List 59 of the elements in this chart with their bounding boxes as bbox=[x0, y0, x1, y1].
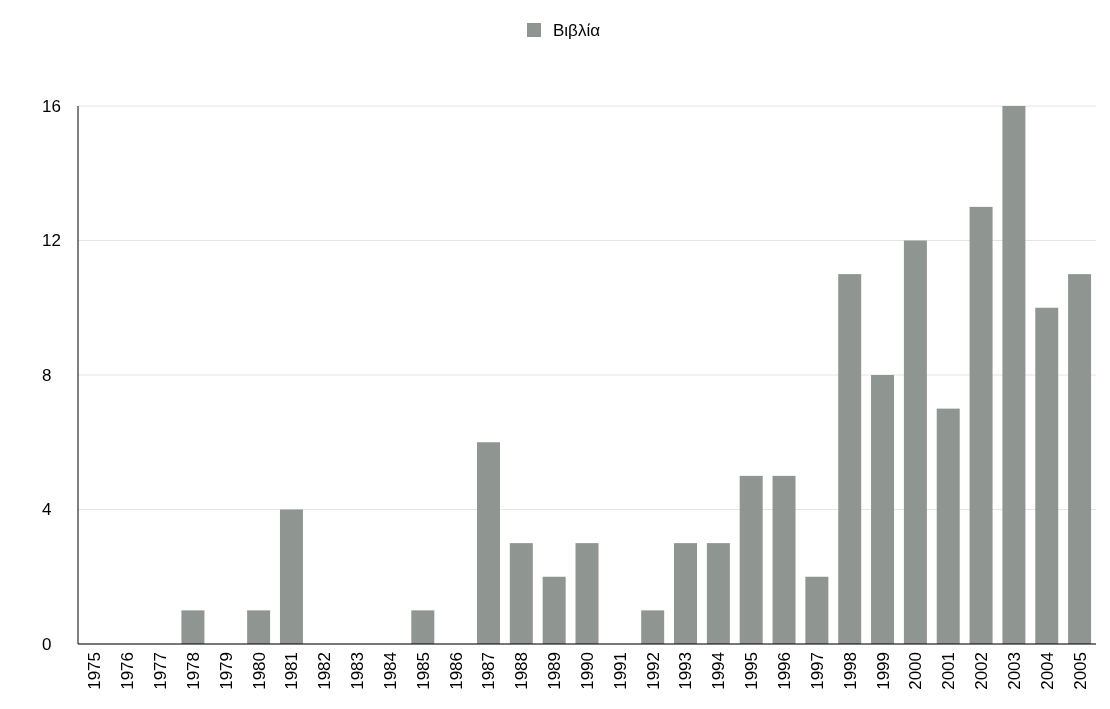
x-tick-label: 1982 bbox=[315, 652, 335, 690]
bar bbox=[181, 610, 205, 644]
x-tick-label: 2000 bbox=[906, 652, 926, 690]
x-tick-label: 1978 bbox=[183, 652, 203, 690]
y-tick-label: 16 bbox=[42, 96, 61, 116]
bar bbox=[903, 240, 927, 644]
x-tick-label: 1985 bbox=[413, 652, 433, 690]
x-tick-label: 1981 bbox=[282, 652, 302, 690]
bar bbox=[706, 543, 730, 644]
x-tick-label: 1993 bbox=[676, 652, 696, 690]
x-tick-label: 1997 bbox=[807, 652, 827, 690]
bar bbox=[1002, 106, 1026, 644]
bar bbox=[1068, 274, 1092, 644]
x-tick-label: 1989 bbox=[545, 652, 565, 690]
y-tick-label: 8 bbox=[42, 365, 52, 385]
bar bbox=[509, 543, 533, 644]
bar bbox=[411, 610, 435, 644]
x-tick-label: 1999 bbox=[873, 652, 893, 690]
bar bbox=[772, 475, 796, 644]
bar bbox=[936, 408, 960, 644]
x-tick-label: 1990 bbox=[577, 652, 597, 690]
x-tick-label: 2002 bbox=[972, 652, 992, 690]
x-tick-label: 1995 bbox=[742, 652, 762, 690]
x-tick-label: 1991 bbox=[610, 652, 630, 690]
x-tick-label: 1979 bbox=[216, 652, 236, 690]
bar bbox=[641, 610, 665, 644]
x-tick-label: 2001 bbox=[939, 652, 959, 690]
bar bbox=[674, 543, 698, 644]
legend-label: Βιβλία bbox=[553, 20, 601, 40]
bar bbox=[969, 206, 993, 644]
x-tick-label: 1987 bbox=[479, 652, 499, 690]
x-tick-label: 1975 bbox=[85, 652, 105, 690]
bar bbox=[575, 543, 599, 644]
x-tick-label: 1992 bbox=[643, 652, 663, 690]
x-tick-label: 2005 bbox=[1070, 652, 1090, 690]
bar bbox=[805, 576, 829, 644]
x-tick-label: 1977 bbox=[151, 652, 171, 690]
bar bbox=[247, 610, 271, 644]
bar bbox=[871, 375, 895, 644]
bar bbox=[542, 576, 566, 644]
y-tick-label: 12 bbox=[42, 231, 61, 251]
bar bbox=[279, 509, 303, 644]
x-tick-label: 1996 bbox=[774, 652, 794, 690]
bar bbox=[838, 274, 862, 644]
x-tick-label: 1984 bbox=[380, 652, 400, 690]
x-tick-label: 1980 bbox=[249, 652, 269, 690]
x-tick-label: 2004 bbox=[1037, 652, 1057, 690]
y-tick-label: 4 bbox=[42, 500, 52, 520]
x-tick-label: 1988 bbox=[512, 652, 532, 690]
bar bbox=[739, 475, 763, 644]
y-tick-label: 0 bbox=[42, 634, 52, 654]
x-tick-label: 1983 bbox=[348, 652, 368, 690]
x-tick-label: 2003 bbox=[1004, 652, 1024, 690]
x-tick-label: 1994 bbox=[709, 652, 729, 690]
bar bbox=[476, 442, 500, 644]
x-tick-label: 1976 bbox=[118, 652, 138, 690]
x-tick-label: 1986 bbox=[446, 652, 466, 690]
x-tick-label: 1998 bbox=[840, 652, 860, 690]
bar bbox=[1035, 307, 1059, 644]
